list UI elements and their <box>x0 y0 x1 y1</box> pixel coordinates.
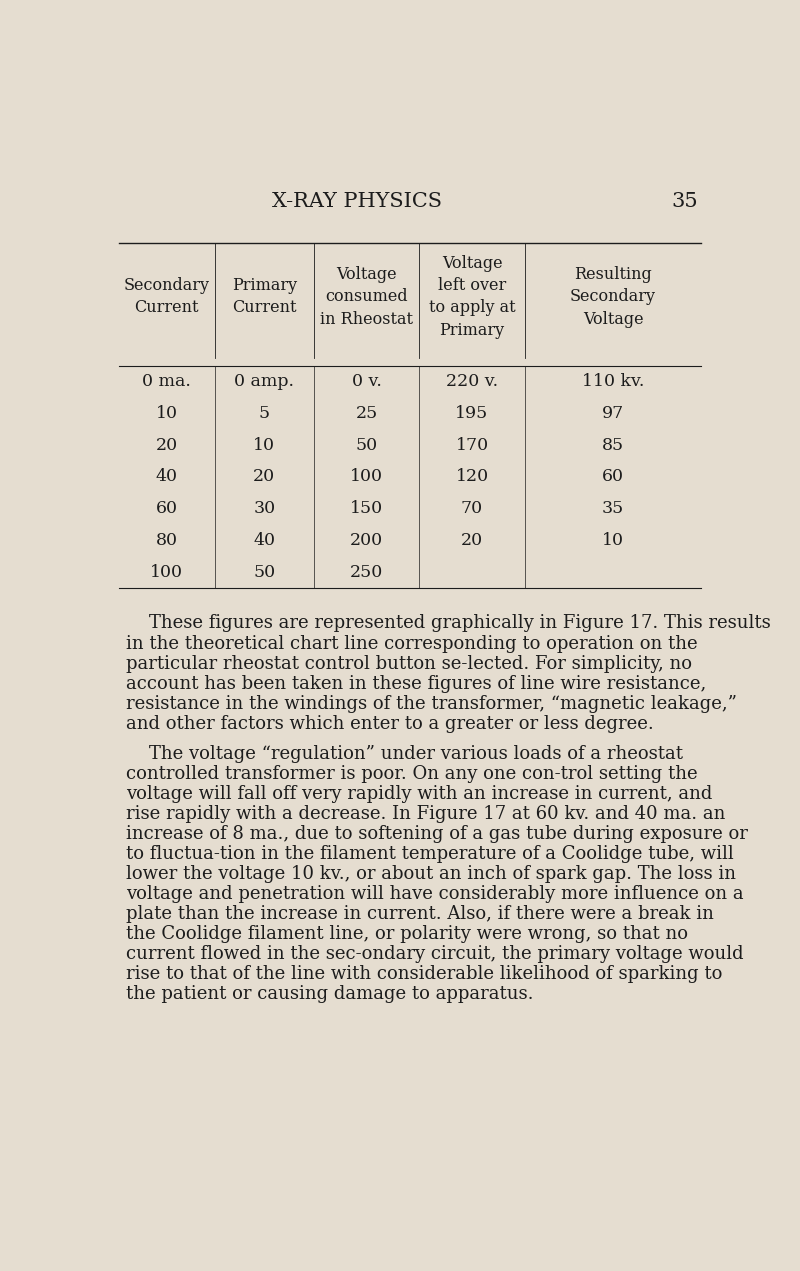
Text: 60: 60 <box>156 501 178 517</box>
Text: rise to that of the line with considerable likelihood of sparking to: rise to that of the line with considerab… <box>126 965 722 984</box>
Text: particular rheostat control button se-lected. For simplicity, no: particular rheostat control button se-le… <box>126 655 692 672</box>
Text: 10: 10 <box>602 533 624 549</box>
Text: The voltage “regulation” under various loads of a rheostat: The voltage “regulation” under various l… <box>126 745 683 763</box>
Text: voltage and penetration will have considerably more influence on a: voltage and penetration will have consid… <box>126 885 744 904</box>
Text: 50: 50 <box>254 563 275 581</box>
Text: These figures are represented graphically in Figure 17. This results: These figures are represented graphicall… <box>126 614 770 633</box>
Text: 120: 120 <box>455 469 489 486</box>
Text: plate than the increase in current. Also, if there were a break in: plate than the increase in current. Also… <box>126 905 714 923</box>
Text: 250: 250 <box>350 563 383 581</box>
Text: 10: 10 <box>254 437 275 454</box>
Text: Voltage
consumed
in Rheostat: Voltage consumed in Rheostat <box>320 266 413 328</box>
Text: 170: 170 <box>455 437 489 454</box>
Text: voltage will fall off very rapidly with an increase in current, and: voltage will fall off very rapidly with … <box>126 784 713 803</box>
Text: 150: 150 <box>350 501 383 517</box>
Text: 20: 20 <box>254 469 275 486</box>
Text: 20: 20 <box>461 533 483 549</box>
Text: 97: 97 <box>602 405 624 422</box>
Text: Primary
Current: Primary Current <box>232 277 297 316</box>
Text: 195: 195 <box>455 405 489 422</box>
Text: to fluctua-tion in the filament temperature of a Coolidge tube, will: to fluctua-tion in the filament temperat… <box>126 845 734 863</box>
Text: 80: 80 <box>156 533 178 549</box>
Text: 110 kv.: 110 kv. <box>582 374 644 390</box>
Text: 0 amp.: 0 amp. <box>234 374 294 390</box>
Text: 220 v.: 220 v. <box>446 374 498 390</box>
Text: 50: 50 <box>355 437 378 454</box>
Text: and other factors which enter to a greater or less degree.: and other factors which enter to a great… <box>126 714 654 733</box>
Text: 30: 30 <box>254 501 275 517</box>
Text: 100: 100 <box>150 563 183 581</box>
Text: 40: 40 <box>254 533 275 549</box>
Text: 40: 40 <box>156 469 178 486</box>
Text: 200: 200 <box>350 533 383 549</box>
Text: X-RAY PHYSICS: X-RAY PHYSICS <box>272 192 442 211</box>
Text: account has been taken in these figures of line wire resistance,: account has been taken in these figures … <box>126 675 706 693</box>
Text: 0 v.: 0 v. <box>352 374 382 390</box>
Text: Voltage
left over
to apply at
Primary: Voltage left over to apply at Primary <box>429 255 515 338</box>
Text: lower the voltage 10 kv., or about an inch of spark gap. The loss in: lower the voltage 10 kv., or about an in… <box>126 866 736 883</box>
Text: 20: 20 <box>155 437 178 454</box>
Text: 35: 35 <box>602 501 624 517</box>
Text: the Coolidge filament line, or polarity were wrong, so that no: the Coolidge filament line, or polarity … <box>126 925 688 943</box>
Text: resistance in the windings of the transformer, “magnetic leakage,”: resistance in the windings of the transf… <box>126 695 737 713</box>
Text: 60: 60 <box>602 469 624 486</box>
Text: Secondary
Current: Secondary Current <box>124 277 210 316</box>
Text: current flowed in the sec-ondary circuit, the primary voltage would: current flowed in the sec-ondary circuit… <box>126 946 744 963</box>
Text: Resulting
Secondary
Voltage: Resulting Secondary Voltage <box>570 266 656 328</box>
Text: 85: 85 <box>602 437 624 454</box>
Text: 35: 35 <box>672 192 698 211</box>
Text: in the theoretical chart line corresponding to operation on the: in the theoretical chart line correspond… <box>126 634 698 652</box>
Text: 5: 5 <box>258 405 270 422</box>
Text: 70: 70 <box>461 501 483 517</box>
Text: 10: 10 <box>156 405 178 422</box>
Text: rise rapidly with a decrease. In Figure 17 at 60 kv. and 40 ma. an: rise rapidly with a decrease. In Figure … <box>126 805 726 822</box>
Text: increase of 8 ma., due to softening of a gas tube during exposure or: increase of 8 ma., due to softening of a… <box>126 825 748 843</box>
Text: 100: 100 <box>350 469 383 486</box>
Text: the patient or causing damage to apparatus.: the patient or causing damage to apparat… <box>126 985 534 1003</box>
Text: controlled transformer is poor. On any one con-trol setting the: controlled transformer is poor. On any o… <box>126 765 698 783</box>
Text: 0 ma.: 0 ma. <box>142 374 191 390</box>
Text: 25: 25 <box>355 405 378 422</box>
